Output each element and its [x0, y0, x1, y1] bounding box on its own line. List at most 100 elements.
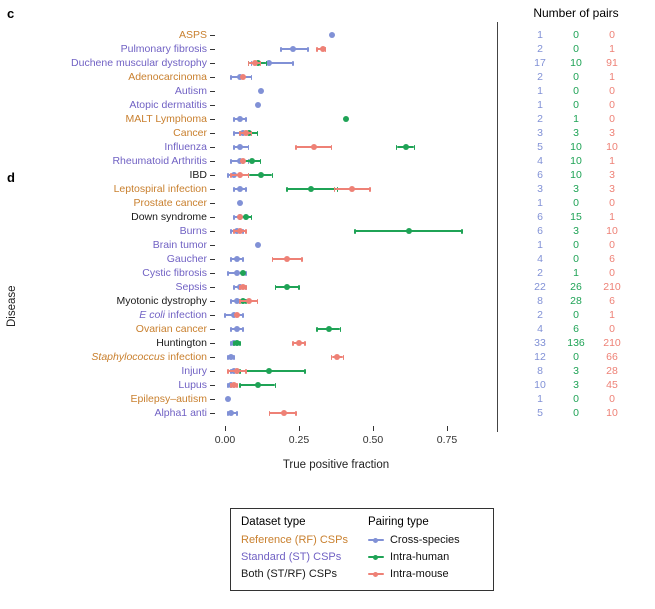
error-bar-cap: [233, 284, 235, 290]
data-point: [328, 32, 335, 38]
data-point: [236, 200, 243, 206]
pair-count: 1: [537, 239, 543, 251]
error-bar-cap: [292, 340, 294, 346]
pair-count: 3: [537, 127, 543, 139]
data-point: [319, 46, 326, 52]
error-bar-cap: [268, 410, 271, 416]
legend-item-both-st-rf-csps: Both (ST/RF) CSPs: [241, 568, 337, 580]
y-axis-tick: [210, 356, 215, 358]
disease-label: Sepsis: [175, 281, 207, 293]
pair-count: 10: [570, 155, 582, 167]
error-bar-cap: [330, 144, 333, 150]
error-bar-cap: [236, 410, 238, 416]
pair-count: 1: [537, 99, 543, 111]
x-axis-tick-label: 0.25: [288, 434, 310, 446]
pair-count: 6: [609, 253, 615, 265]
data-point: [266, 368, 273, 374]
y-axis-tick: [210, 104, 215, 106]
data-point: [307, 186, 314, 192]
error-bar-cap: [295, 144, 297, 150]
data-point: [233, 368, 240, 374]
y-axis-tick: [210, 132, 215, 134]
pair-count: 66: [606, 351, 618, 363]
x-axis-tick-label: 0.00: [214, 434, 236, 446]
pair-count: 3: [609, 127, 615, 139]
data-point: [251, 60, 258, 66]
error-bar-cap: [230, 256, 232, 262]
error-bar-cap: [241, 312, 244, 318]
y-axis-tick: [210, 412, 215, 414]
x-axis-tick-label: 0.50: [362, 434, 384, 446]
pair-count: 210: [603, 337, 621, 349]
data-point: [233, 270, 240, 276]
data-point: [239, 158, 246, 164]
pair-count: 1: [609, 155, 615, 167]
pair-count: 6: [573, 323, 579, 335]
disease-label: MALT Lymphoma: [125, 113, 207, 125]
pair-count: 0: [609, 239, 615, 251]
y-axis-tick: [210, 286, 215, 288]
error-bar-cap: [330, 354, 333, 360]
error-bar-cap: [259, 60, 262, 66]
error-bar-cap: [250, 214, 253, 220]
pair-count: 0: [573, 197, 579, 209]
legend-item-label: Cross-species: [389, 534, 460, 546]
pair-count: 15: [570, 211, 582, 223]
pair-count: 6: [537, 225, 543, 237]
pair-count: 1: [537, 85, 543, 97]
disease-label: Autism: [174, 85, 207, 97]
pair-count: 0: [573, 253, 579, 265]
error-bar-cap: [354, 228, 357, 234]
pair-count: 0: [573, 99, 579, 111]
error-bar-cap: [244, 116, 247, 122]
pair-count: 2: [537, 113, 543, 125]
error-bar-cap: [274, 382, 277, 388]
error-bar-cap: [233, 144, 235, 150]
pair-count: 45: [606, 379, 618, 391]
x-axis-tick-label: 0.75: [436, 434, 458, 446]
error-bar-cap: [227, 270, 229, 276]
pair-count: 6: [609, 295, 615, 307]
pair-count: 17: [534, 57, 546, 69]
legend-item-standard-st-csps: Standard (ST) CSPs: [241, 551, 342, 563]
error-bar-cap: [230, 228, 232, 234]
y-axis-tick: [210, 384, 215, 386]
error-bar-cap: [413, 144, 416, 150]
pair-count: 0: [609, 29, 615, 41]
data-point: [254, 102, 261, 108]
error-bar-cap: [244, 186, 247, 192]
pair-count: 3: [573, 365, 579, 377]
number-of-pairs-title: Number of pairs: [533, 6, 619, 20]
error-bar-cap: [298, 284, 300, 290]
data-point: [236, 186, 243, 192]
pair-count: 5: [537, 141, 543, 153]
pair-count: 2: [537, 309, 543, 321]
pair-count: 1: [609, 309, 615, 321]
pair-count: 0: [573, 309, 579, 321]
data-point: [239, 284, 246, 290]
disease-label: Myotonic dystrophy: [116, 295, 207, 307]
data-point: [236, 172, 243, 178]
data-point: [224, 396, 231, 402]
pair-count: 0: [573, 393, 579, 405]
pair-count: 6: [537, 169, 543, 181]
legend-item-label: Intra-mouse: [389, 568, 449, 580]
pair-count: 4: [537, 253, 543, 265]
disease-label: IBD: [189, 169, 207, 181]
disease-label: Down syndrome: [131, 211, 207, 223]
x-axis-tick: [447, 426, 448, 431]
pair-count: 0: [573, 43, 579, 55]
pair-count: 26: [570, 281, 582, 293]
data-point: [257, 88, 264, 94]
data-point: [402, 144, 409, 150]
error-bar-cap: [301, 256, 303, 262]
disease-label: Brain tumor: [152, 239, 207, 251]
error-bar-cap: [224, 312, 226, 318]
pair-count: 6: [537, 211, 543, 223]
pair-count: 0: [573, 29, 579, 41]
cross-species-pointrange-icon: [367, 536, 384, 545]
data-point: [281, 410, 288, 416]
y-axis-tick: [210, 34, 215, 36]
pair-count: 8: [537, 295, 543, 307]
